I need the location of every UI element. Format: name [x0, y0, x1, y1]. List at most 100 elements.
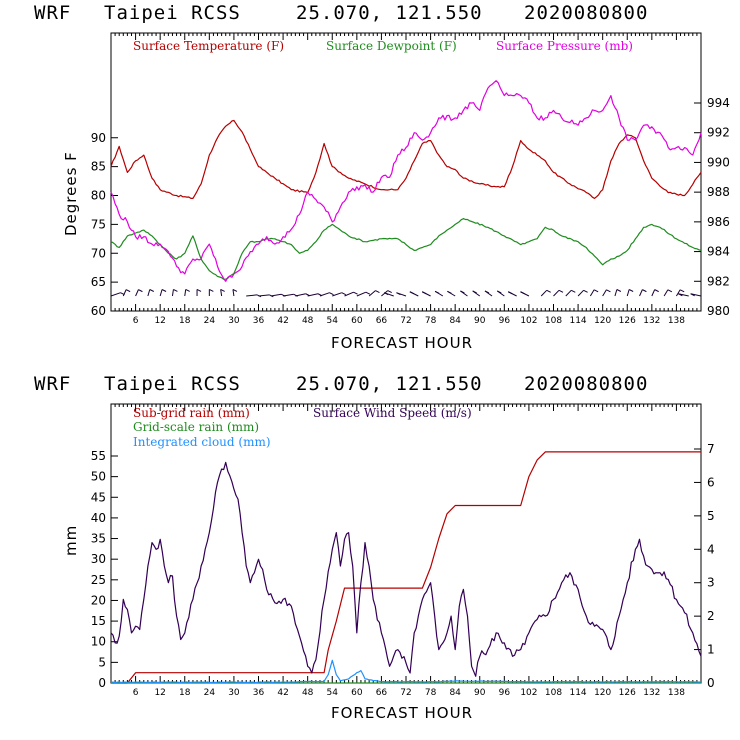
x-tick-label: 30	[228, 688, 240, 698]
x-tick-label: 42	[277, 316, 288, 326]
x-tick-label: 90	[474, 688, 486, 698]
x-tick-label: 102	[520, 316, 537, 326]
x-tick-label: 42	[277, 688, 288, 698]
top-y-axis-label: Degrees F	[62, 151, 80, 236]
wind-barb	[663, 289, 669, 297]
legend-temperature: Surface Temperature (F)	[133, 39, 284, 53]
x-tick-label: 120	[594, 316, 611, 326]
bottom-coords-label: 25.070, 121.550	[296, 373, 483, 395]
wind-barb-flag	[497, 290, 502, 294]
wind-barb-flag	[375, 290, 380, 294]
wind-barb-flag	[353, 291, 358, 295]
wind-barb	[540, 289, 548, 297]
series-surface-wind-speed-m-s	[110, 461, 702, 677]
y2-tick-label: 4	[707, 542, 715, 556]
x-tick-label: 114	[569, 688, 586, 698]
x-tick-label: 102	[520, 688, 537, 698]
y-tick-label: 65	[91, 275, 106, 289]
wind-barb-flag	[125, 289, 131, 293]
y-tick-label: 30	[91, 552, 106, 566]
y-tick-label: 55	[91, 449, 106, 463]
x-tick-label: 60	[351, 316, 363, 326]
wind-barb-flag	[387, 290, 392, 294]
wind-barb	[626, 289, 630, 297]
y2-tick-label: 994	[707, 96, 730, 110]
x-tick-label: 78	[425, 688, 437, 698]
wind-barb-flag	[571, 289, 576, 293]
wind-barb	[283, 293, 294, 297]
wind-barb	[110, 292, 121, 297]
wind-barb	[675, 289, 681, 297]
wind-barb-flag	[679, 289, 685, 293]
wind-barb	[356, 291, 367, 297]
wind-barb-flag	[690, 293, 695, 297]
legend-gridscale-rain: Grid-scale rain (mm)	[133, 420, 259, 434]
x-tick-label: 96	[499, 316, 511, 326]
x-tick-label: 54	[327, 316, 339, 326]
wind-barb	[553, 289, 560, 297]
wind-barb	[147, 289, 151, 297]
y-tick-label: 50	[91, 470, 106, 484]
bottom-model-label: WRF	[34, 373, 71, 395]
wind-barb-flag	[667, 289, 673, 293]
wind-barb	[602, 289, 607, 297]
top-station-label: Taipei RCSS	[104, 2, 241, 24]
wind-barb-flag	[149, 289, 155, 292]
wind-barb	[565, 289, 572, 297]
y2-tick-label: 0	[707, 676, 715, 690]
top-y2-ticks: 980 982 984 986 988 990 992 994	[694, 96, 730, 318]
bottom-y-axis-label: mm	[62, 525, 80, 556]
wind-barb-flag	[161, 289, 167, 292]
wind-barb-flag	[365, 291, 371, 295]
bottom-y-ticks: 0 5 10 15 20 25 30 35 40 45 50 55	[91, 449, 118, 690]
wind-barb	[258, 294, 270, 297]
wind-barb-flag	[232, 288, 238, 292]
x-tick-label: 132	[643, 316, 660, 326]
y2-tick-label: 7	[707, 442, 715, 456]
x-tick-label: 12	[154, 688, 165, 698]
wind-barb-flag	[409, 291, 415, 295]
top-x-ticks: 6 12 18 24 30 36 42 48 54 60 66 72 78 84 90 96 102 108 114…	[114, 33, 698, 326]
bottom-y2-ticks: 0 1 2 3 4 5 6 7	[694, 442, 715, 690]
wind-barb	[344, 291, 354, 297]
x-tick-label: 126	[619, 316, 636, 326]
y-tick-label: 45	[91, 490, 106, 504]
y-tick-label: 35	[91, 532, 106, 546]
x-tick-label: 60	[351, 688, 363, 698]
y2-tick-label: 990	[707, 155, 730, 169]
x-tick-label: 36	[253, 316, 265, 326]
y2-tick-label: 2	[707, 609, 715, 623]
y-tick-label: 85	[91, 160, 106, 174]
x-tick-label: 48	[302, 688, 314, 698]
wind-barb-flag	[593, 289, 599, 293]
wind-barb-flag	[546, 289, 551, 293]
wind-barb	[577, 289, 584, 297]
top-panel-header: WRF Taipei RCSS 25.070, 121.550 20200808…	[34, 2, 647, 24]
y-tick-label: 15	[91, 614, 106, 628]
wind-barb	[295, 293, 306, 297]
wind-barb-flag	[628, 289, 634, 292]
y2-tick-label: 992	[707, 126, 730, 140]
legend-subgrid-rain: Sub-grid rain (mm)	[133, 406, 250, 420]
legend-dewpoint: Surface Dewpoint (F)	[326, 39, 457, 53]
wind-barb	[319, 292, 330, 297]
bottom-series	[110, 451, 702, 684]
wind-barb-flag	[209, 288, 214, 292]
wind-barbs	[110, 288, 702, 298]
wind-barb-flag	[583, 289, 588, 293]
wind-barb-flag	[196, 288, 202, 292]
wind-barb	[307, 293, 319, 297]
wind-barb-flag	[383, 292, 389, 296]
series-integrated-cloud-mm	[110, 659, 702, 684]
wind-barb	[614, 289, 618, 297]
legend-integrated-cloud: Integrated cloud (mm)	[133, 435, 271, 449]
x-tick-label: 12	[154, 316, 165, 326]
wind-barb	[122, 289, 127, 297]
bottom-x-axis-label: FORECAST HOUR	[331, 704, 473, 722]
x-tick-label: 138	[668, 316, 685, 326]
y2-tick-label: 980	[707, 304, 730, 318]
x-tick-label: 66	[376, 688, 388, 698]
y2-tick-label: 3	[707, 576, 715, 590]
x-tick-label: 126	[619, 688, 636, 698]
